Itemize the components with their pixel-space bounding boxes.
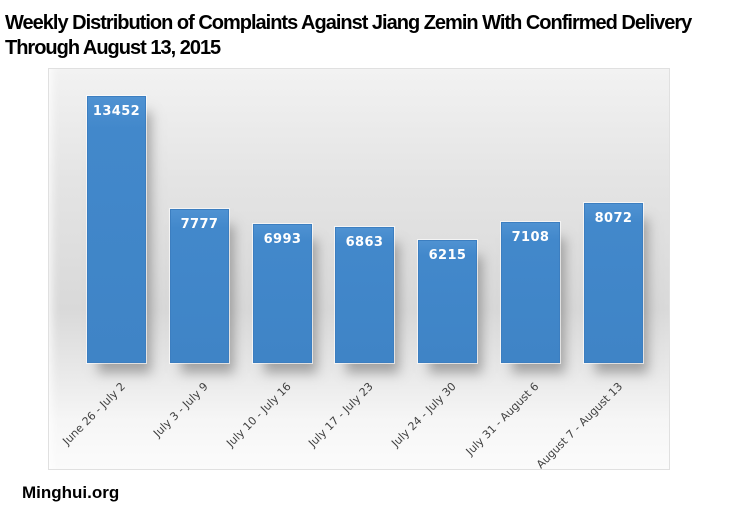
bar: 6215	[418, 240, 477, 363]
x-axis-label-text: June 26 - July 2	[60, 380, 128, 448]
x-axis-label-text: July 24 - July 30	[389, 380, 459, 450]
bar-value-label: 6993	[263, 232, 302, 247]
page-title-line-1: Weekly Distribution of Complaints Agains…	[5, 12, 692, 34]
bar: 13452	[87, 96, 146, 363]
bar-value-label: 13452	[92, 104, 141, 119]
page-title: Weekly Distribution of Complaints Agains…	[5, 11, 750, 61]
x-axis-label-text: August 7 - August 13	[533, 380, 625, 472]
x-axis-label-text: July 31 - August 6	[463, 380, 542, 458]
bar: 8072	[584, 203, 643, 363]
page-title-line-2: Through August 13, 2015	[5, 37, 221, 59]
source-attribution: Minghui.org	[22, 483, 120, 502]
x-axis-label-text: July 10 - July 16	[224, 380, 294, 450]
chart-plot-area: 13452 June 26 - July 2 7777 July 3 - July 9…	[48, 68, 670, 472]
bar: 7108	[501, 222, 560, 363]
bar-value-label: 6863	[345, 235, 384, 250]
x-axis-label-text: July 3 - July 9	[150, 380, 211, 440]
x-axis-label-text: July 17 - July 23	[306, 380, 376, 450]
bar: 6993	[253, 224, 312, 363]
bar: 6863	[335, 227, 394, 363]
bar-value-label: 7777	[180, 217, 219, 232]
bar-value-label: 8072	[594, 211, 633, 226]
bar-value-label: 7108	[511, 230, 550, 245]
bar: 7777	[170, 209, 229, 363]
bar-value-label: 6215	[428, 248, 467, 263]
